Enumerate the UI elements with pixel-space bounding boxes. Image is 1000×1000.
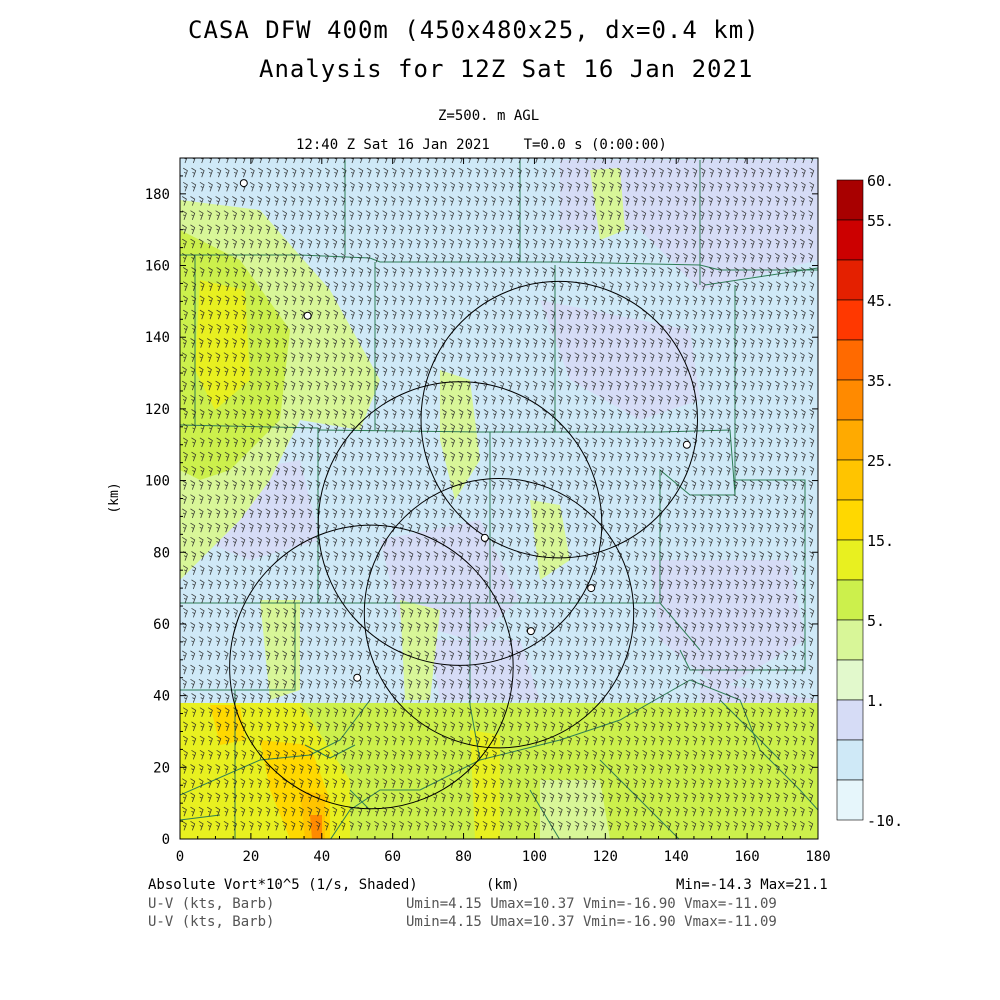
x-tick-label: 0 — [176, 849, 184, 865]
colorbar-swatch — [836, 579, 864, 621]
field-region — [400, 600, 440, 700]
colorbar: 60. 55. 45. 35. 25. 15. 5. 1. -10. — [836, 172, 903, 830]
radar-site-marker — [480, 533, 489, 542]
colorbar-label: 25. — [867, 452, 894, 470]
colorbar-label: 45. — [867, 292, 894, 310]
colorbar-swatch — [836, 419, 864, 461]
colorbar-label: 1. — [867, 692, 885, 710]
field-region — [440, 370, 480, 500]
chart-title-line-2: Analysis for 12Z Sat 16 Jan 2021 — [259, 55, 754, 83]
min-max-label: Min=-14.3 Max=21.1 — [676, 877, 828, 893]
x-tick-label: 140 — [664, 849, 689, 865]
colorbar-swatch — [836, 539, 864, 581]
colorbar-swatch — [836, 179, 864, 221]
radar-range-ring — [363, 478, 635, 749]
field-region — [310, 815, 322, 839]
field-region — [590, 168, 625, 240]
y-tick-label: 140 — [145, 330, 170, 346]
radar-range-ring — [229, 524, 514, 810]
field-label: Absolute Vort*10^5 (1/s, Shaded) — [148, 877, 418, 893]
barb-label-2: U-V (kts, Barb) — [148, 914, 275, 930]
radar-site-marker — [587, 584, 596, 593]
colorbar-label: -10. — [867, 812, 903, 830]
y-tick-label: 120 — [145, 402, 170, 418]
county-line — [180, 699, 781, 839]
colorbar-swatch — [836, 659, 864, 701]
y-tick-label: 100 — [145, 474, 170, 490]
axes: 0 20 40 60 80 100 120 140 160 180 0 20 40 60 80 100 120 1… — [145, 157, 831, 865]
radar-range-rings — [229, 179, 698, 810]
colorbar-swatch — [836, 619, 864, 661]
time-label: 12:40 Z Sat 16 Jan 2021 T=0.0 s (0:00:00… — [296, 137, 667, 153]
field-region — [530, 500, 570, 580]
x-tick-label: 60 — [384, 849, 401, 865]
y-tick-label: 60 — [153, 617, 170, 633]
x-tick-label: 80 — [455, 849, 472, 865]
colorbar-label: 15. — [867, 532, 894, 550]
field-region — [540, 780, 610, 839]
colorbar-swatch — [836, 779, 864, 821]
x-tick-label: 160 — [734, 849, 759, 865]
y-tick-label: 20 — [153, 760, 170, 776]
x-axis-label: (km) — [486, 877, 520, 893]
radar-site-marker — [526, 627, 535, 636]
colorbar-label: 35. — [867, 372, 894, 390]
radar-site-marker — [239, 179, 248, 188]
x-tick-label: 20 — [242, 849, 259, 865]
barb-range-1: Umin=4.15 Umax=10.37 Vmin=-16.90 Vmax=-1… — [406, 896, 777, 912]
colorbar-swatch — [836, 459, 864, 501]
radar-site-marker — [353, 673, 362, 682]
y-tick-label: 80 — [153, 545, 170, 561]
colorbar-swatch — [836, 259, 864, 301]
county-line — [317, 429, 736, 603]
field-region — [195, 280, 250, 410]
colorbar-swatch — [836, 379, 864, 421]
field-region — [650, 560, 805, 690]
colorbar-swatch — [836, 339, 864, 381]
colorbar-swatch — [836, 299, 864, 341]
colorbar-swatch — [836, 219, 864, 261]
y-tick-label: 40 — [153, 689, 170, 705]
barb-range-2: Umin=4.15 Umax=10.37 Vmin=-16.90 Vmax=-1… — [406, 914, 777, 930]
barb-label-1: U-V (kts, Barb) — [148, 896, 275, 912]
x-tick-label: 40 — [313, 849, 330, 865]
y-tick-label: 180 — [145, 187, 170, 203]
colorbar-label: 55. — [867, 212, 894, 230]
y-tick-label: 160 — [145, 259, 170, 275]
radar-range-ring — [420, 280, 698, 559]
radar-site-marker — [682, 440, 691, 449]
x-tick-label: 100 — [522, 849, 547, 865]
x-tick-label: 120 — [593, 849, 618, 865]
chart-title-line-1: CASA DFW 400m (450x480x25, dx=0.4 km) — [188, 16, 760, 44]
colorbar-swatch — [836, 699, 864, 741]
colorbar-label: 5. — [867, 612, 885, 630]
radar-site-marker — [303, 311, 312, 320]
county-line — [180, 603, 296, 839]
county-line — [344, 160, 818, 286]
y-tick-label: 0 — [162, 832, 170, 848]
colorbar-swatch — [836, 739, 864, 781]
x-tick-label: 180 — [805, 849, 830, 865]
county-line — [469, 432, 491, 761]
level-label: Z=500. m AGL — [438, 108, 540, 124]
colorbar-label: 60. — [867, 172, 894, 190]
radar-range-ring — [317, 381, 603, 666]
y-axis-label: (km) — [107, 482, 122, 513]
colorbar-swatch — [836, 499, 864, 541]
